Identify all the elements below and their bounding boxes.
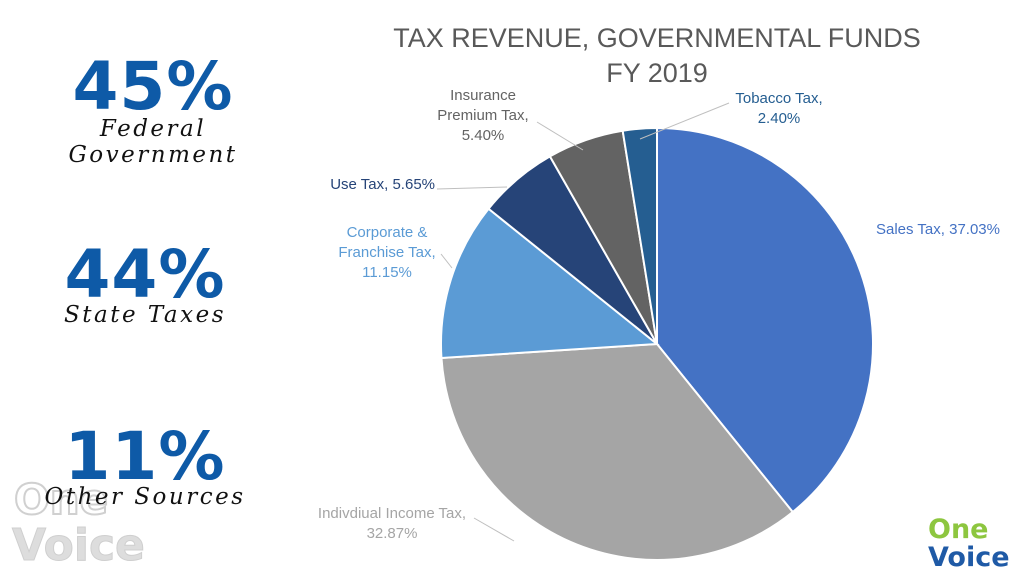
- stat-other-sources: 11% Other Sources: [36, 418, 254, 511]
- one-voice-brand-logo: One Voice: [928, 514, 1010, 572]
- leader-line: [639, 102, 730, 140]
- data-label: Indivdiual Income Tax, 32.87%: [318, 505, 466, 542]
- leader-line: [440, 253, 453, 269]
- pie-slice-sales-tax: [656, 126, 874, 514]
- one-voice-watermark-logo: One Voice: [12, 474, 146, 570]
- stat-percent: 44%: [64, 236, 226, 313]
- stat-percent: 45%: [72, 48, 234, 125]
- data-label: Tobacco Tax, 2.40%: [735, 90, 822, 127]
- stat-federal-government: 45% Federal Government: [18, 48, 288, 169]
- stat-label: Federal Government: [68, 116, 238, 168]
- data-label: Insurance Premium Tax, 5.40%: [437, 87, 528, 144]
- data-label: Sales Tax, 37.03%: [876, 221, 1000, 238]
- svg-text:One: One: [928, 514, 989, 545]
- leader-line: [473, 517, 515, 542]
- pie-slice-indivdiual-income-tax: [440, 342, 795, 561]
- chart-title-line-1: TAX REVENUE, GOVERNMENTAL FUNDS: [393, 23, 921, 53]
- stat-state-taxes: 44% State Taxes: [45, 236, 245, 329]
- pie-slice-corporate-franchise-tax: [440, 207, 660, 360]
- data-label: Use Tax, 5.65%: [330, 176, 435, 193]
- stat-percent: 11%: [64, 418, 226, 495]
- stat-label: Other Sources: [44, 484, 246, 510]
- svg-text:One: One: [14, 475, 108, 524]
- data-label: Corporate & Franchise Tax, 11.15%: [338, 224, 435, 281]
- pie-slice-tobacco-tax: [621, 126, 658, 345]
- leader-line: [536, 121, 584, 151]
- stat-label: State Taxes: [63, 302, 227, 328]
- svg-text:Voice: Voice: [928, 542, 1010, 572]
- chart-title-line-2: FY 2019: [606, 58, 708, 88]
- leader-line: [436, 186, 508, 190]
- svg-text:Voice: Voice: [12, 520, 145, 570]
